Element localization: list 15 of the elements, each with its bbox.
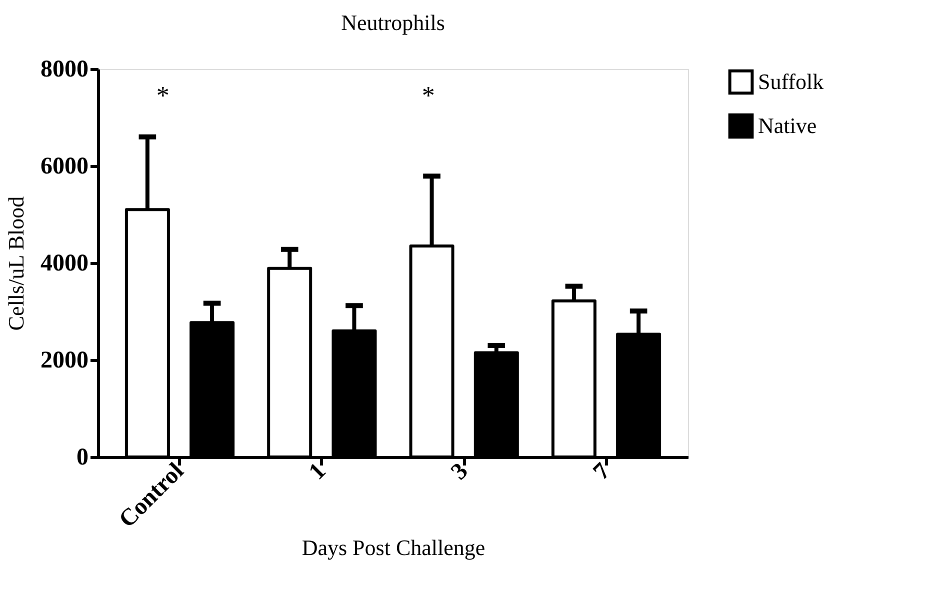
y-axis-title: Cells/uL Blood: [4, 196, 28, 331]
x-tick-label: 1: [304, 458, 332, 486]
legend-label: Suffolk: [758, 69, 824, 94]
legend-label: Native: [758, 113, 817, 138]
annotation: *: [156, 81, 170, 110]
y-tick-label: 8000: [40, 56, 88, 82]
x-axis-title: Days Post Challenge: [302, 535, 486, 560]
x-tick-label: 7: [588, 458, 616, 486]
y-tick-label: 2000: [40, 348, 88, 374]
annotation: *: [422, 81, 435, 110]
y-tick-label: 0: [76, 444, 88, 470]
chart-title: Neutrophils: [341, 10, 445, 35]
x-tick-label: 3: [446, 458, 474, 486]
y-tick-label: 6000: [40, 154, 88, 180]
y-tick-label: 4000: [40, 250, 88, 276]
